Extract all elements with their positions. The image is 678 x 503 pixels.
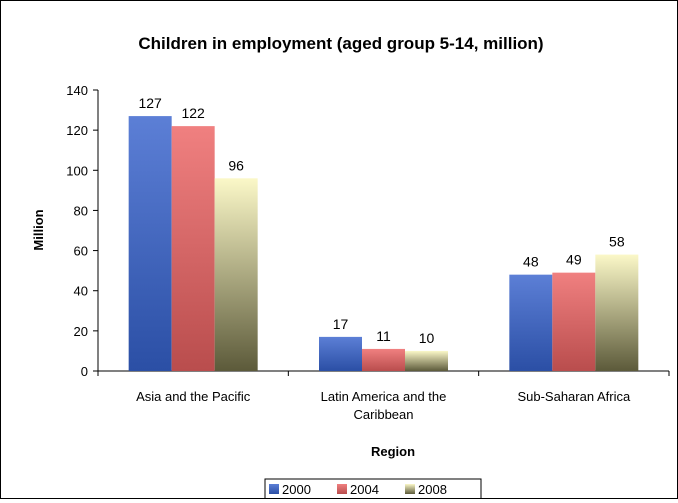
bar-2004-0 bbox=[171, 126, 215, 371]
x-axis-label: Region bbox=[371, 444, 415, 459]
y-tick-label: 80 bbox=[74, 203, 88, 218]
y-tick-label: 40 bbox=[74, 284, 88, 299]
legend-swatch-2008 bbox=[405, 484, 415, 494]
bar-2004-2 bbox=[552, 272, 596, 371]
category-label: Caribbean bbox=[354, 407, 414, 422]
data-label-2000-2: 48 bbox=[523, 254, 539, 270]
y-tick-label: 60 bbox=[74, 244, 88, 259]
y-tick-label: 100 bbox=[66, 163, 88, 178]
legend-label-2000: 2000 bbox=[282, 482, 311, 497]
legend-label-2008: 2008 bbox=[418, 482, 447, 497]
bar-2000-1 bbox=[319, 336, 362, 371]
y-tick-label: 0 bbox=[81, 364, 88, 379]
bar-series-group bbox=[128, 116, 639, 371]
y-axis-label: Million bbox=[31, 209, 46, 250]
data-label-2000-0: 127 bbox=[138, 95, 162, 111]
legend: 2000 2004 2008 bbox=[264, 478, 482, 500]
bar-2000-0 bbox=[128, 116, 172, 371]
legend-swatch-2004 bbox=[337, 484, 347, 494]
data-label-2004-0: 122 bbox=[181, 105, 205, 121]
legend-swatch-2000 bbox=[269, 484, 279, 494]
category-label: Sub-Saharan Africa bbox=[517, 389, 631, 404]
category-labels-group: Asia and the Pacific Latin America and th… bbox=[136, 389, 631, 422]
data-label-2008-2: 58 bbox=[609, 234, 625, 250]
bar-2008-2 bbox=[595, 254, 639, 371]
data-label-2004-2: 49 bbox=[566, 252, 582, 268]
x-axis-ticks bbox=[97, 371, 670, 376]
y-tick-label: 140 bbox=[66, 83, 88, 98]
y-axis-ticks: 0 20 40 60 80 100 120 140 bbox=[66, 83, 98, 379]
bar-2004-1 bbox=[362, 348, 405, 371]
category-label: Latin America and the bbox=[321, 389, 447, 404]
data-label-2008-0: 96 bbox=[228, 157, 244, 173]
y-tick-label: 20 bbox=[74, 324, 88, 339]
data-label-2008-1: 10 bbox=[419, 330, 435, 346]
data-labels-group: 127 122 96 17 11 10 48 49 58 bbox=[138, 95, 624, 346]
legend-label-2004: 2004 bbox=[350, 482, 379, 497]
data-label-2000-1: 17 bbox=[333, 316, 349, 332]
category-label: Asia and the Pacific bbox=[136, 389, 251, 404]
data-label-2004-1: 11 bbox=[376, 328, 391, 344]
bar-2008-0 bbox=[214, 178, 258, 371]
y-tick-label: 120 bbox=[66, 123, 88, 138]
bar-2008-1 bbox=[405, 350, 448, 371]
chart-title: Children in employment (aged group 5-14,… bbox=[138, 34, 543, 53]
bar-2000-2 bbox=[509, 274, 553, 371]
